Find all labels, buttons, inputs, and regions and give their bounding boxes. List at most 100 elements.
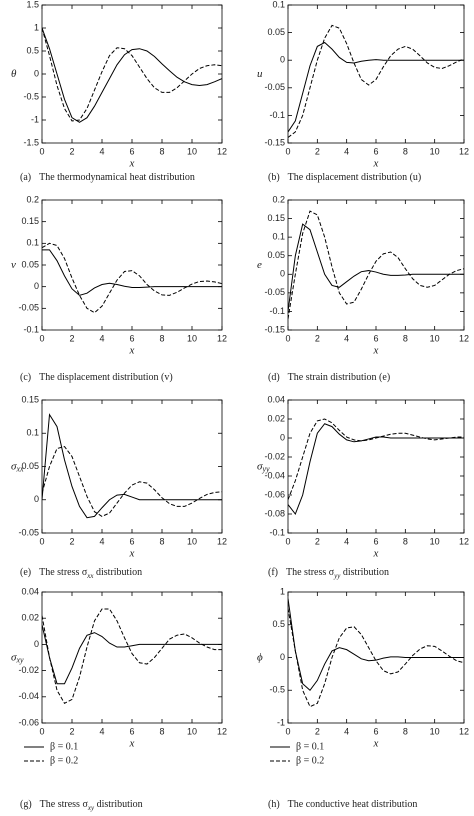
- y-tick-label: -0.02: [264, 451, 285, 461]
- caption-text: The stress σ: [286, 567, 335, 578]
- y-axis-label: σyy: [257, 460, 270, 473]
- caption-label: (c): [20, 372, 31, 383]
- y-tick-label: 0: [34, 68, 39, 78]
- panel: -0.1 -0.05 0 0.05 0.1 0.15 0.2 0 2 4 6 8 10 12 x v (c) Th…: [11, 194, 227, 383]
- series-line: [42, 27, 222, 123]
- y-tick-label: 0.15: [267, 213, 285, 223]
- y-tick-label: 0: [280, 432, 285, 442]
- x-tick-label: 8: [159, 536, 164, 546]
- caption: (e) The stress σxx distribution: [20, 567, 142, 579]
- y-tick-label: 0.1: [272, 232, 285, 242]
- x-tick-label: 0: [285, 333, 290, 343]
- x-tick-label: 12: [459, 536, 469, 546]
- y-axis-label-sub: xy: [15, 655, 24, 664]
- y-tick-label: -0.5: [269, 685, 285, 695]
- x-tick-label: 10: [187, 333, 197, 343]
- x-tick-label: 6: [373, 726, 378, 736]
- x-tick-label: 0: [39, 536, 44, 546]
- plot-frame: [41, 591, 223, 724]
- series-line: [42, 608, 222, 705]
- caption: (f) The stress σyy distribution: [268, 567, 389, 579]
- y-tick-label: -0.06: [264, 489, 285, 499]
- caption-text: The stress σ: [39, 567, 88, 578]
- x-tick-label: 0: [285, 726, 290, 736]
- panel: -0.15 -0.1 -0.05 0 0.05 0.1 0 2 4 6 8 10 12 x u (b) The …: [257, 0, 469, 183]
- x-tick-label: 4: [344, 726, 349, 736]
- y-tick-label: 0.1: [26, 238, 39, 248]
- legend-label: β = 0.1: [50, 741, 78, 752]
- y-tick-label: -0.05: [18, 303, 39, 313]
- y-axis-label: v: [11, 259, 16, 271]
- x-tick-label: 0: [39, 333, 44, 343]
- y-tick-label: 0.5: [272, 619, 285, 629]
- plot-frame: [41, 199, 223, 331]
- caption: (a) The thermodynamical heat distribution: [20, 172, 195, 183]
- x-tick-label: 12: [217, 333, 227, 343]
- caption: (h) The conductive heat distribution: [268, 799, 417, 810]
- y-tick-label: 0: [34, 639, 39, 649]
- x-tick-label: 2: [315, 146, 320, 156]
- x-tick-label: 2: [69, 333, 74, 343]
- x-tick-label: 0: [285, 536, 290, 546]
- caption-sub: xy: [87, 804, 95, 812]
- y-tick-label: 0.15: [21, 394, 39, 404]
- plot-frame: [287, 199, 465, 331]
- x-tick-label: 4: [344, 333, 349, 343]
- y-tick-label: -0.5: [23, 91, 39, 101]
- x-tick-label: 12: [459, 726, 469, 736]
- x-tick-label: 4: [99, 333, 104, 343]
- y-axis-label-main: σ: [257, 460, 263, 472]
- y-tick-label: 0.05: [21, 259, 39, 269]
- x-tick-label: 0: [39, 726, 44, 736]
- y-tick-label: -0.15: [264, 324, 285, 334]
- y-tick-label: 1.5: [26, 0, 39, 9]
- x-tick-label: 6: [129, 333, 134, 343]
- caption-label: (f): [268, 567, 278, 578]
- x-tick-label: 6: [373, 333, 378, 343]
- y-tick-label: 0.04: [267, 394, 285, 404]
- y-tick-label: 0.5: [26, 45, 39, 55]
- y-tick-label: 0: [280, 55, 285, 65]
- x-tick-label: 12: [217, 726, 227, 736]
- caption: (c) The displacement distribution (v): [20, 372, 173, 383]
- x-tick-label: 12: [459, 146, 469, 156]
- y-axis-label: σxy: [11, 651, 24, 664]
- caption-label: (b): [268, 172, 280, 183]
- plot-frame: [41, 399, 223, 534]
- y-tick-label: 0: [34, 281, 39, 291]
- panel: -0.1 -0.08 -0.06 -0.04 -0.02 0 0.02 0.04 0 2 4 6 8 10…: [257, 394, 469, 579]
- y-tick-label: -0.02: [18, 665, 39, 675]
- x-tick-label: 6: [129, 146, 134, 156]
- caption-tail: distribution: [94, 567, 143, 578]
- series-line: [42, 624, 222, 685]
- y-tick-label: -0.08: [264, 508, 285, 518]
- x-tick-label: 10: [187, 146, 197, 156]
- y-axis-label-main: σ: [11, 651, 17, 663]
- y-tick-label: 0: [280, 652, 285, 662]
- y-axis-label-main: θ: [11, 68, 17, 80]
- y-tick-label: -1: [277, 717, 285, 727]
- legend-label: β = 0.2: [50, 755, 78, 766]
- plot-frame: [287, 399, 465, 534]
- y-tick-label: -0.05: [18, 527, 39, 537]
- y-tick-label: 0.2: [272, 194, 285, 204]
- y-tick-label: 0.1: [26, 428, 39, 438]
- series-line: [288, 418, 464, 500]
- y-tick-label: 0.04: [21, 586, 39, 596]
- x-tick-label: 2: [315, 536, 320, 546]
- x-tick-label: 4: [99, 146, 104, 156]
- y-axis-label: σxx: [11, 460, 24, 473]
- plot-frame: [287, 4, 465, 144]
- y-tick-label: -0.04: [18, 691, 39, 701]
- caption-text: The conductive heat distribution: [288, 799, 418, 810]
- y-axis-label-main: σ: [11, 460, 17, 472]
- series-line: [42, 27, 222, 122]
- series-line: [288, 210, 464, 319]
- y-tick-label: 1: [280, 586, 285, 596]
- x-axis-label: x: [373, 345, 379, 357]
- caption-label: (h): [268, 799, 280, 810]
- plot-frame: [41, 4, 223, 144]
